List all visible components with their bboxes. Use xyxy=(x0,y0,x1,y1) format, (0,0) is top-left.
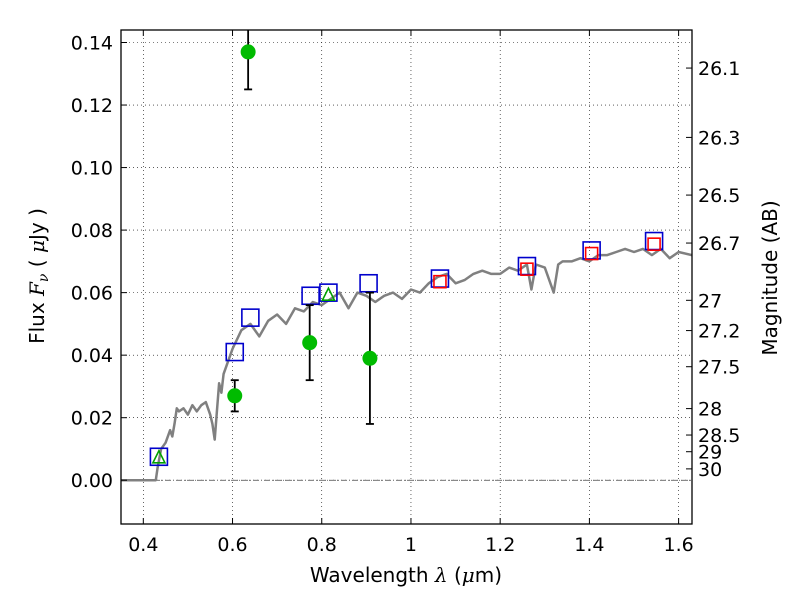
series-model-bandpass-red-squares- xyxy=(433,237,661,289)
magnitude-tick-label: 26.1 xyxy=(698,58,740,80)
square-marker xyxy=(225,342,245,362)
square-marker xyxy=(359,273,378,293)
x-axis-ticks: 0.4 0.6 0.8 1 1.2 1.4 1.6 xyxy=(128,30,694,556)
square-marker xyxy=(433,274,447,289)
x-tick-label: 1.2 xyxy=(485,534,515,556)
y-tick-label: 0.08 xyxy=(71,220,113,242)
observed-point xyxy=(362,350,378,366)
y-tick-label: 0.10 xyxy=(71,158,113,180)
magnitude-axis-label: Magnitude (AB) xyxy=(758,200,782,355)
square-marker xyxy=(647,237,661,251)
x-tick-label: 1 xyxy=(405,534,417,556)
magnitude-tick-label: 26.5 xyxy=(698,185,740,207)
observed-point xyxy=(240,44,256,60)
spectrum-line xyxy=(121,247,692,482)
observed-point xyxy=(302,335,318,351)
observed-point xyxy=(227,388,243,404)
triangle-marker xyxy=(151,448,167,464)
square-marker xyxy=(520,262,534,276)
magnitude-tick-label: 28 xyxy=(698,399,722,421)
y-tick-label: 0.12 xyxy=(71,95,113,117)
triangle-marker xyxy=(321,286,336,301)
magnitude-tick-label: 27.5 xyxy=(698,357,740,379)
magnitude-tick-label: 28.5 xyxy=(698,425,740,447)
x-tick-label: 1.6 xyxy=(664,534,694,556)
y-tick-label: 0.02 xyxy=(71,408,113,430)
magnitude-tick-label: 26.7 xyxy=(698,233,740,255)
series-model-bandpass-green-triangles- xyxy=(151,286,336,464)
magnitude-tick-label: 27 xyxy=(698,290,722,312)
y-axis-ticks: 0.00 0.02 0.04 0.06 0.08 0.10 0.12 0.14 xyxy=(71,33,127,492)
square-marker xyxy=(241,308,260,327)
magnitude-tick-label: 30 xyxy=(698,459,722,481)
y-tick-label: 0.06 xyxy=(71,283,113,305)
x-tick-label: 0.4 xyxy=(128,534,158,556)
magnitude-tick-label: 26.3 xyxy=(698,127,740,149)
magnitude-tick-label: 29 xyxy=(698,442,722,464)
x-tick-label: 0.8 xyxy=(307,534,337,556)
series-model-spectrum xyxy=(121,247,692,482)
y-tick-label: 0.14 xyxy=(71,33,113,55)
series-observed xyxy=(227,30,378,425)
square-marker xyxy=(319,283,338,302)
x-axis-label: Wavelength λ (μm) xyxy=(310,563,502,587)
magnitude-tick-label: 27.2 xyxy=(698,321,740,343)
square-marker xyxy=(584,246,599,261)
square-marker xyxy=(149,447,169,467)
x-tick-label: 0.6 xyxy=(217,534,247,556)
plot-frame xyxy=(120,29,693,525)
x-tick-label: 1.4 xyxy=(574,534,604,556)
y-tick-label: 0.00 xyxy=(71,470,113,492)
grid-lines xyxy=(121,30,692,524)
data-series xyxy=(121,30,692,482)
y-tick-label: 0.04 xyxy=(71,345,113,367)
y-axis-label: Flux Fν ( μJy ) xyxy=(25,208,52,344)
square-marker xyxy=(301,286,320,306)
series-model-bandpass-blue-squares- xyxy=(149,231,664,467)
